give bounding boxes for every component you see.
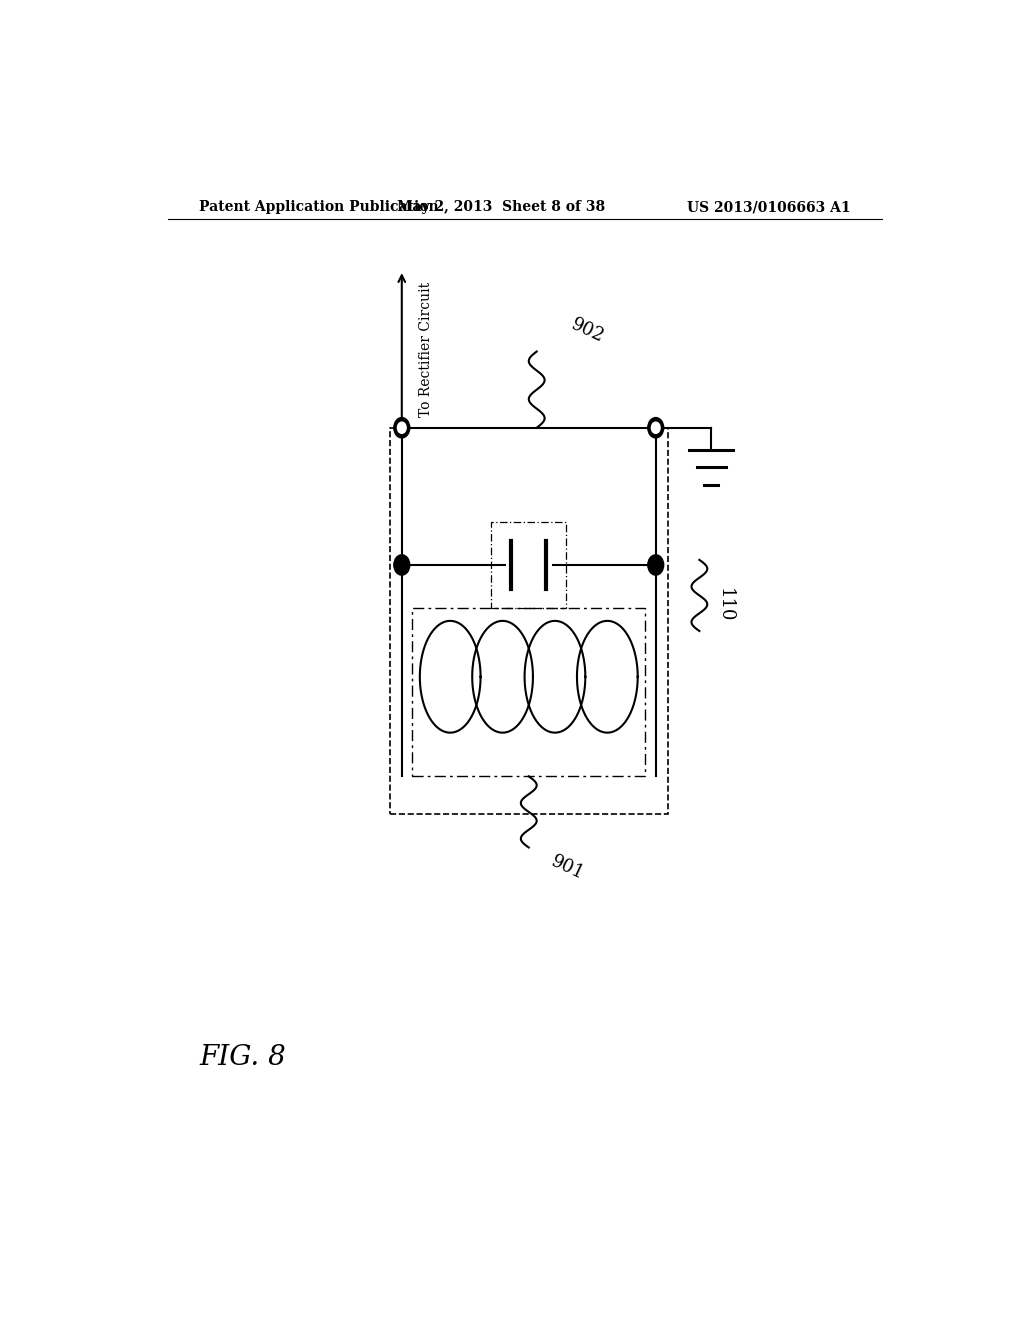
Text: 902: 902 xyxy=(568,315,607,346)
Circle shape xyxy=(394,554,410,576)
Circle shape xyxy=(648,417,664,438)
Text: US 2013/0106663 A1: US 2013/0106663 A1 xyxy=(686,201,850,214)
Text: Patent Application Publication: Patent Application Publication xyxy=(200,201,439,214)
Text: 110: 110 xyxy=(716,589,733,623)
Circle shape xyxy=(651,422,660,433)
Bar xyxy=(492,523,566,607)
Circle shape xyxy=(648,554,664,576)
Text: 901: 901 xyxy=(549,853,588,883)
Circle shape xyxy=(397,422,407,433)
Text: FIG. 8: FIG. 8 xyxy=(200,1044,286,1072)
Bar xyxy=(412,607,645,776)
Bar xyxy=(390,428,668,814)
Text: May 2, 2013  Sheet 8 of 38: May 2, 2013 Sheet 8 of 38 xyxy=(397,201,605,214)
Text: To Rectifier Circuit: To Rectifier Circuit xyxy=(419,281,433,417)
Circle shape xyxy=(394,417,410,438)
